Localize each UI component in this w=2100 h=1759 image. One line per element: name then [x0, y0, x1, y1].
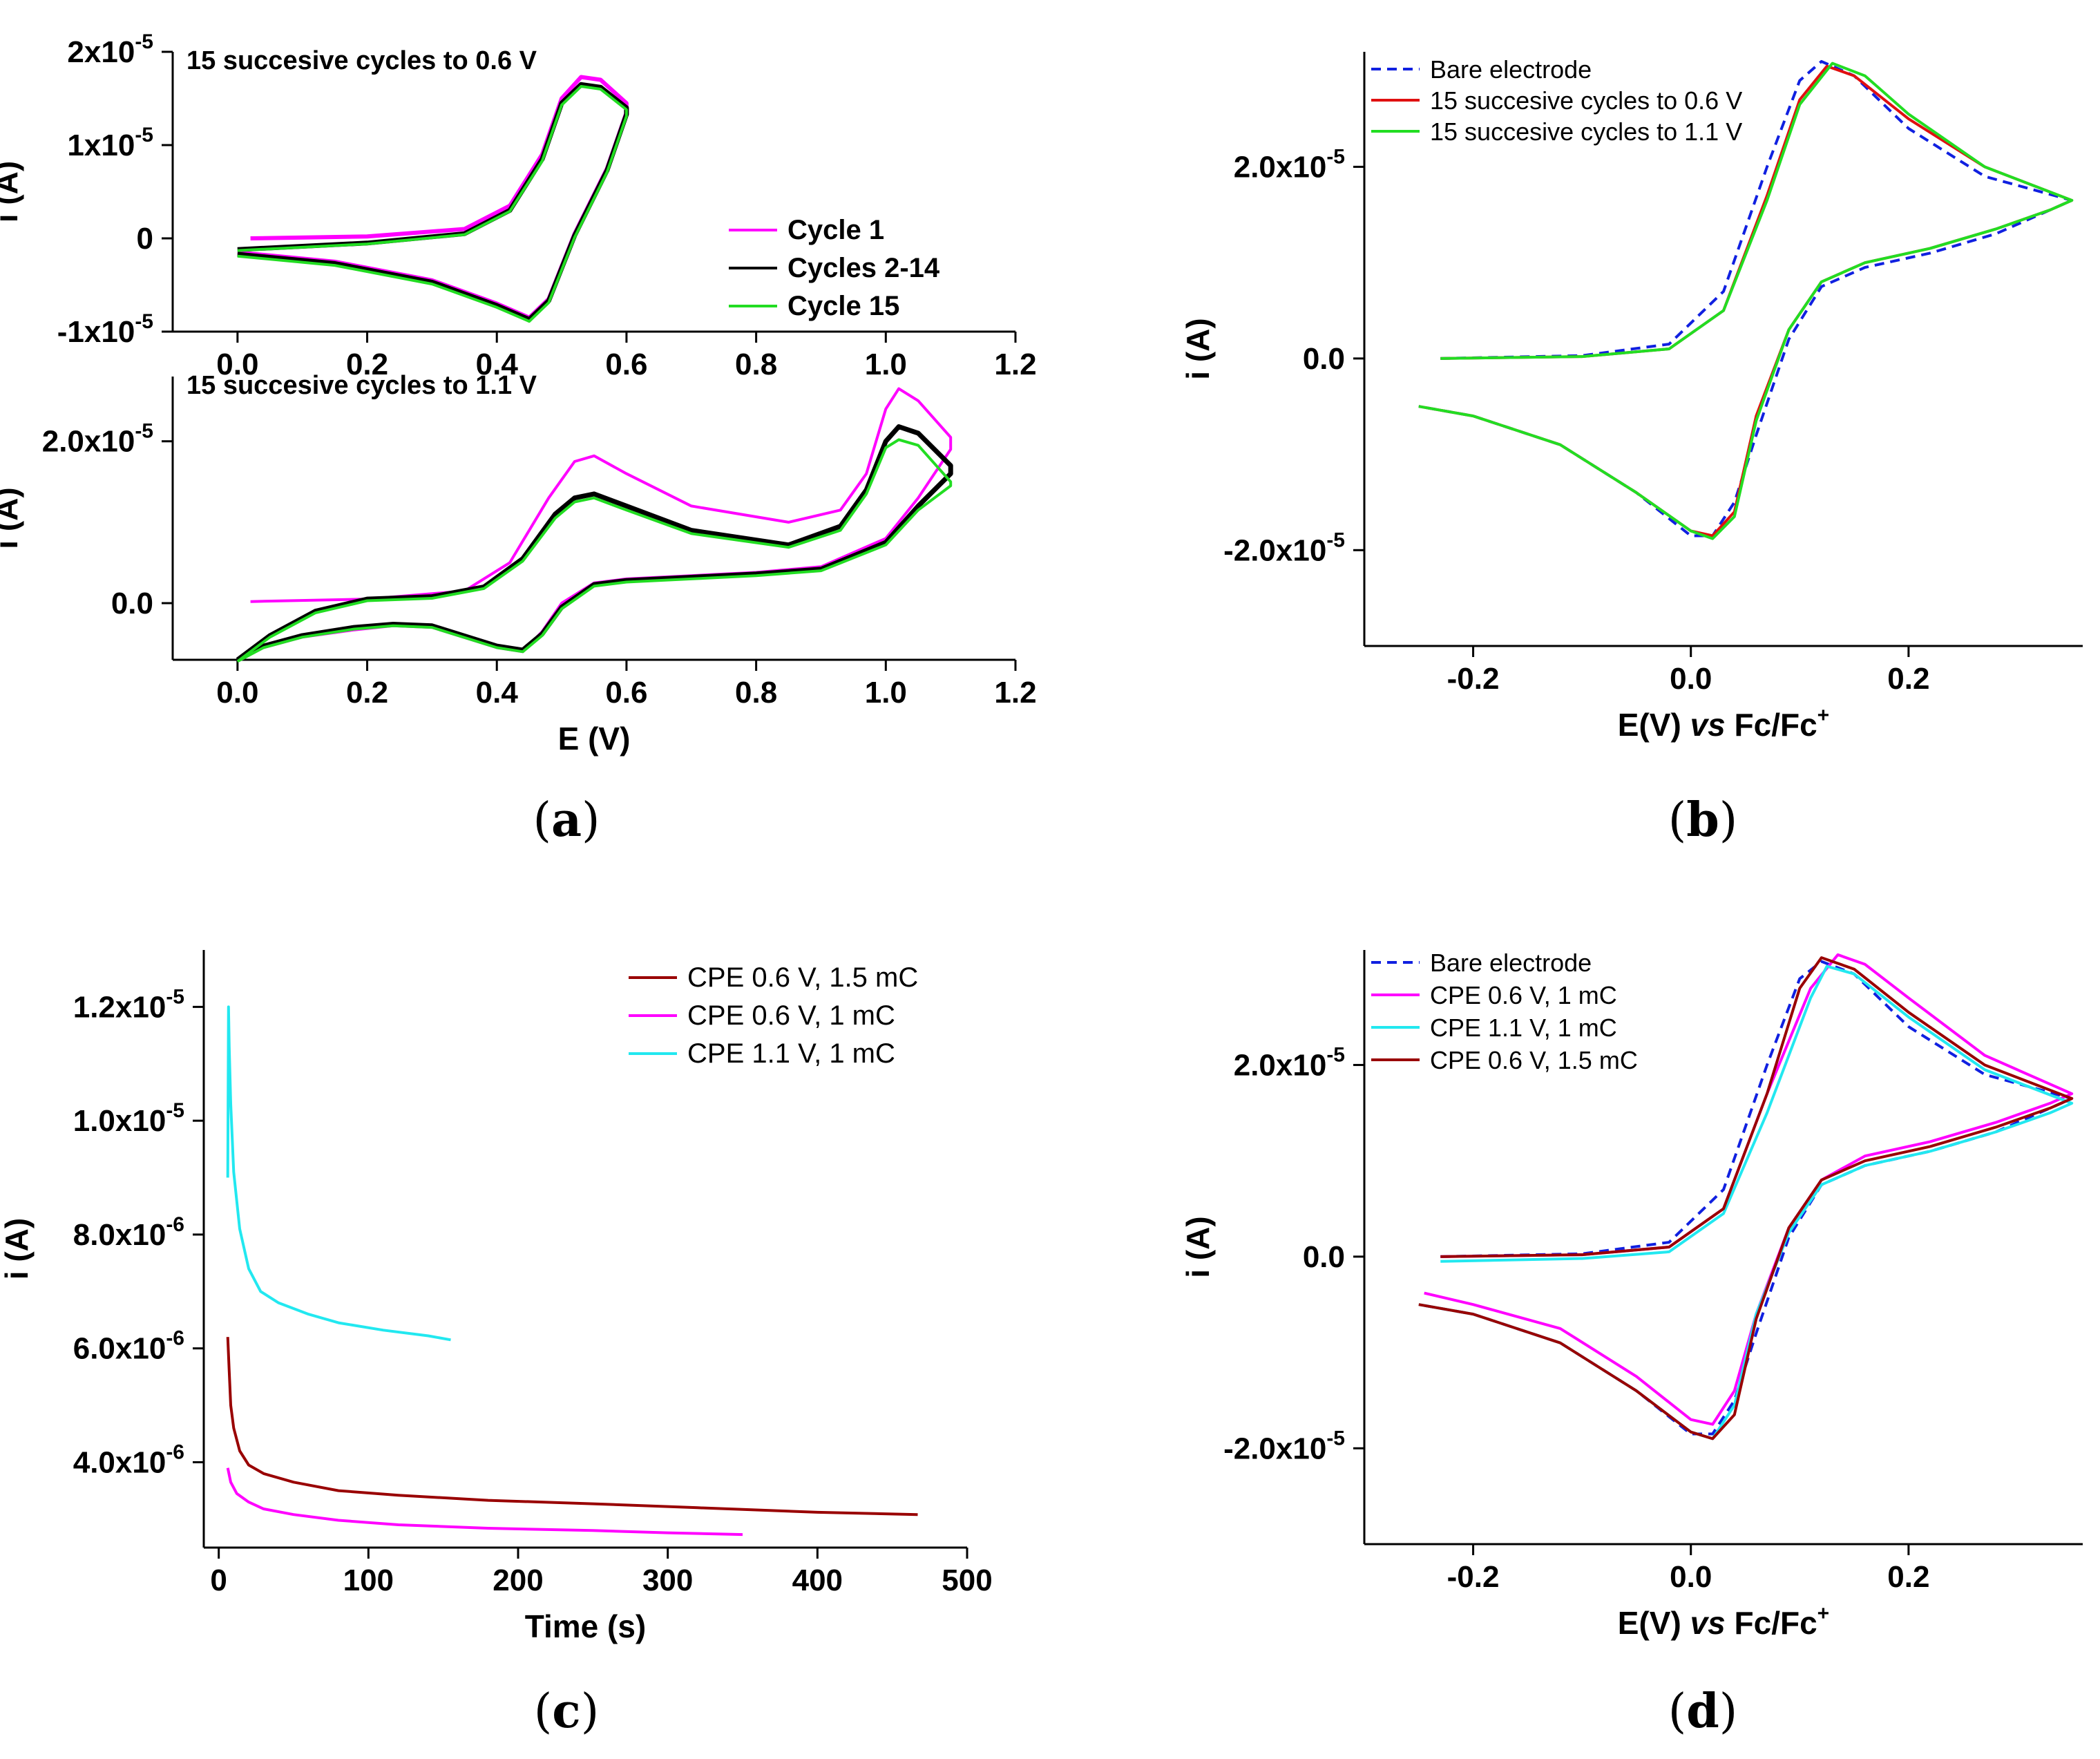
panel-annotation: 15 succesive cycles to 1.1 V — [187, 371, 537, 400]
legend-label: CPE 1.1 V, 1 mC — [1430, 1014, 1617, 1042]
x-tick-label: 0 — [210, 1563, 227, 1597]
legend-label: 15 succesive cycles to 0.6 V — [1430, 86, 1742, 115]
y-axis-label: i (A) — [1180, 1216, 1216, 1277]
panel-label: (d) — [1668, 1684, 1738, 1739]
panel-label: (b) — [1668, 792, 1738, 848]
legend-label: Cycle 15 — [788, 291, 899, 321]
x-tick-label: 1.2 — [994, 348, 1036, 381]
y-tick-label: 1x10-5 — [67, 124, 153, 162]
x-tick-label: 0.2 — [346, 676, 388, 710]
y-tick-label: 4.0x10-6 — [73, 1441, 184, 1479]
series-line — [236, 438, 953, 663]
series-line — [1418, 956, 2074, 1441]
x-tick-label: 0.6 — [605, 348, 647, 381]
legend-label: Bare electrode — [1430, 949, 1592, 977]
x-tick-label: 300 — [642, 1563, 693, 1597]
legend-label: CPE 0.6 V, 1 mC — [1430, 981, 1617, 1009]
x-tick-label: 1.0 — [865, 348, 907, 381]
y-tick-label: 6.0x10-6 — [73, 1327, 184, 1366]
panel-label: (a) — [533, 792, 600, 848]
y-tick-label: 8.0x10-6 — [73, 1213, 184, 1252]
series-line — [226, 1005, 451, 1342]
x-tick-label: 0.2 — [1887, 662, 1929, 696]
y-tick-label: 2.0x10-5 — [1234, 145, 1345, 184]
x-tick-label: 500 — [942, 1563, 992, 1597]
x-tick-label: 0.4 — [476, 348, 519, 381]
x-axis-label: E(V) vs Fc/Fc+ — [1618, 1602, 1829, 1641]
series-line — [1418, 960, 2074, 1436]
x-tick-label: 1.2 — [994, 676, 1036, 710]
legend-label: CPE 0.6 V, 1.5 mC — [687, 962, 918, 993]
y-tick-label: 2.0x10-5 — [42, 420, 153, 459]
y-axis-label: i (A) — [0, 1218, 35, 1280]
x-tick-label: 0.6 — [605, 676, 647, 710]
chart-b: -0.2 0.0 0.2 -2.0x10-5 0.0 2.0x10-5 E(V) vs Fc… — [1180, 52, 2083, 743]
y-tick-label: 1.0x10-5 — [73, 1099, 184, 1138]
x-tick-label: 0.8 — [735, 348, 777, 381]
y-tick-label: 0 — [137, 222, 153, 256]
x-tick-label: -0.2 — [1447, 1560, 1500, 1594]
panel-label: (c) — [534, 1684, 599, 1739]
y-tick-label: -2.0x10-5 — [1223, 1427, 1345, 1465]
legend-label: 15 succesive cycles to 1.1 V — [1430, 117, 1742, 146]
x-axis-label: Time (s) — [525, 1608, 647, 1644]
x-tick-label: 100 — [343, 1563, 394, 1597]
panel-annotation: 15 succesive cycles to 0.6 V — [187, 46, 537, 75]
series-line — [236, 424, 953, 663]
x-tick-label: 400 — [792, 1563, 843, 1597]
chart-a-bottom: 0.0 0.2 0.4 0.6 0.8 1.0 1.2 0.0 2.0x10-5 E (V) i (… — [0, 371, 1037, 757]
x-tick-label: 0.2 — [1887, 1560, 1929, 1594]
x-tick-label: 1.0 — [865, 676, 907, 710]
x-tick-label: 0.4 — [476, 676, 519, 710]
x-tick-label: 0.0 — [1670, 662, 1712, 696]
x-tick-label: -0.2 — [1447, 662, 1500, 696]
legend-label: Bare electrode — [1430, 55, 1592, 84]
series-line — [1418, 59, 2074, 538]
y-tick-label: -2.0x10-5 — [1223, 529, 1345, 567]
legend-label: Cycle 1 — [788, 215, 884, 245]
y-axis-label: i (A) — [0, 487, 24, 549]
series-line — [226, 1337, 918, 1516]
y-tick-label: 0.0 — [111, 587, 153, 620]
x-tick-label: 0.0 — [1670, 1560, 1712, 1594]
series-line — [226, 1467, 743, 1537]
x-tick-label: 0.2 — [346, 348, 388, 381]
series-line — [237, 85, 628, 323]
chart-a-top: 0.0 0.2 0.4 0.6 0.8 1.0 1.2 -1x10-5 0 1x10-5 2x10-… — [0, 30, 1037, 381]
legend-label: CPE 0.6 V, 1 mC — [687, 1000, 895, 1031]
legend-label: CPE 0.6 V, 1.5 mC — [1430, 1046, 1638, 1074]
x-tick-label: 0.0 — [216, 348, 258, 381]
y-tick-label: 0.0 — [1303, 1240, 1345, 1274]
y-axis-label: i (A) — [0, 161, 24, 222]
y-tick-label: -1x10-5 — [57, 310, 153, 349]
x-axis-label: E (V) — [558, 721, 631, 757]
chart-c: 0 100 200 300 400 500 4.0x10-6 6.0x10-6 8.0x10-6… — [0, 950, 993, 1644]
y-tick-label: 2.0x10-5 — [1234, 1043, 1345, 1082]
y-tick-label: 2x10-5 — [67, 30, 153, 69]
x-tick-label: 0.8 — [735, 676, 777, 710]
series-line — [1418, 61, 2074, 540]
y-tick-label: 0.0 — [1303, 342, 1345, 376]
x-tick-label: 0.0 — [216, 676, 258, 710]
legend-label: Cycles 2-14 — [788, 253, 940, 283]
x-tick-label: 200 — [493, 1563, 543, 1597]
y-tick-label: 1.2x10-5 — [73, 985, 184, 1024]
legend-label: CPE 1.1 V, 1 mC — [687, 1038, 895, 1069]
chart-d: -0.2 0.0 0.2 -2.0x10-5 0.0 2.0x10-5 E(V) vs Fc… — [1180, 949, 2083, 1641]
x-axis-label: E(V) vs Fc/Fc+ — [1618, 704, 1829, 743]
y-axis-label: i (A) — [1180, 318, 1216, 379]
